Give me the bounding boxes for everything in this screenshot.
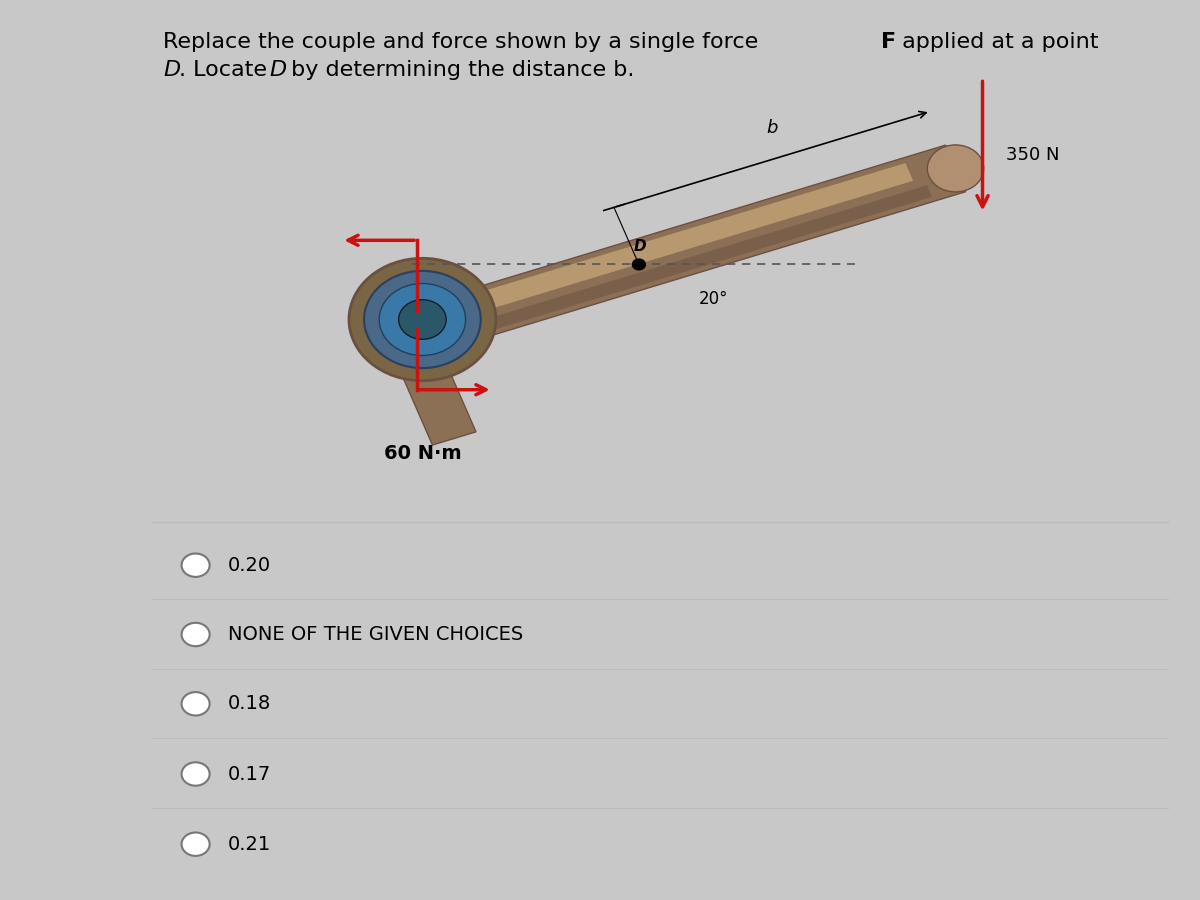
Text: Replace the couple and force shown by a single force: Replace the couple and force shown by a … bbox=[163, 32, 766, 51]
Text: F: F bbox=[881, 32, 896, 51]
Circle shape bbox=[632, 259, 646, 270]
Text: 350 N: 350 N bbox=[1007, 146, 1060, 164]
Circle shape bbox=[398, 300, 446, 339]
Polygon shape bbox=[431, 185, 932, 347]
Text: b: b bbox=[767, 119, 778, 137]
Text: by determining the distance b.: by determining the distance b. bbox=[284, 60, 635, 80]
Circle shape bbox=[349, 258, 496, 381]
Text: 0.17: 0.17 bbox=[228, 764, 271, 784]
Polygon shape bbox=[384, 322, 476, 445]
Text: . Locate: . Locate bbox=[180, 60, 275, 80]
Text: 0.21: 0.21 bbox=[228, 834, 271, 854]
Text: 0.18: 0.18 bbox=[228, 694, 271, 714]
Text: NONE OF THE GIVEN CHOICES: NONE OF THE GIVEN CHOICES bbox=[228, 625, 523, 644]
Circle shape bbox=[181, 554, 210, 577]
Circle shape bbox=[364, 271, 481, 368]
Circle shape bbox=[928, 145, 984, 192]
Circle shape bbox=[181, 623, 210, 646]
Text: 60 N·m: 60 N·m bbox=[384, 444, 461, 463]
Circle shape bbox=[181, 692, 210, 716]
Text: applied at a point: applied at a point bbox=[895, 32, 1099, 51]
Text: D: D bbox=[269, 60, 286, 80]
Text: D: D bbox=[163, 60, 180, 80]
Circle shape bbox=[181, 832, 210, 856]
Text: D: D bbox=[634, 238, 646, 254]
Circle shape bbox=[379, 284, 466, 356]
Polygon shape bbox=[418, 145, 966, 352]
Polygon shape bbox=[420, 163, 913, 328]
Text: 0.20: 0.20 bbox=[228, 555, 271, 575]
Circle shape bbox=[181, 762, 210, 786]
Text: 20°: 20° bbox=[698, 290, 727, 308]
